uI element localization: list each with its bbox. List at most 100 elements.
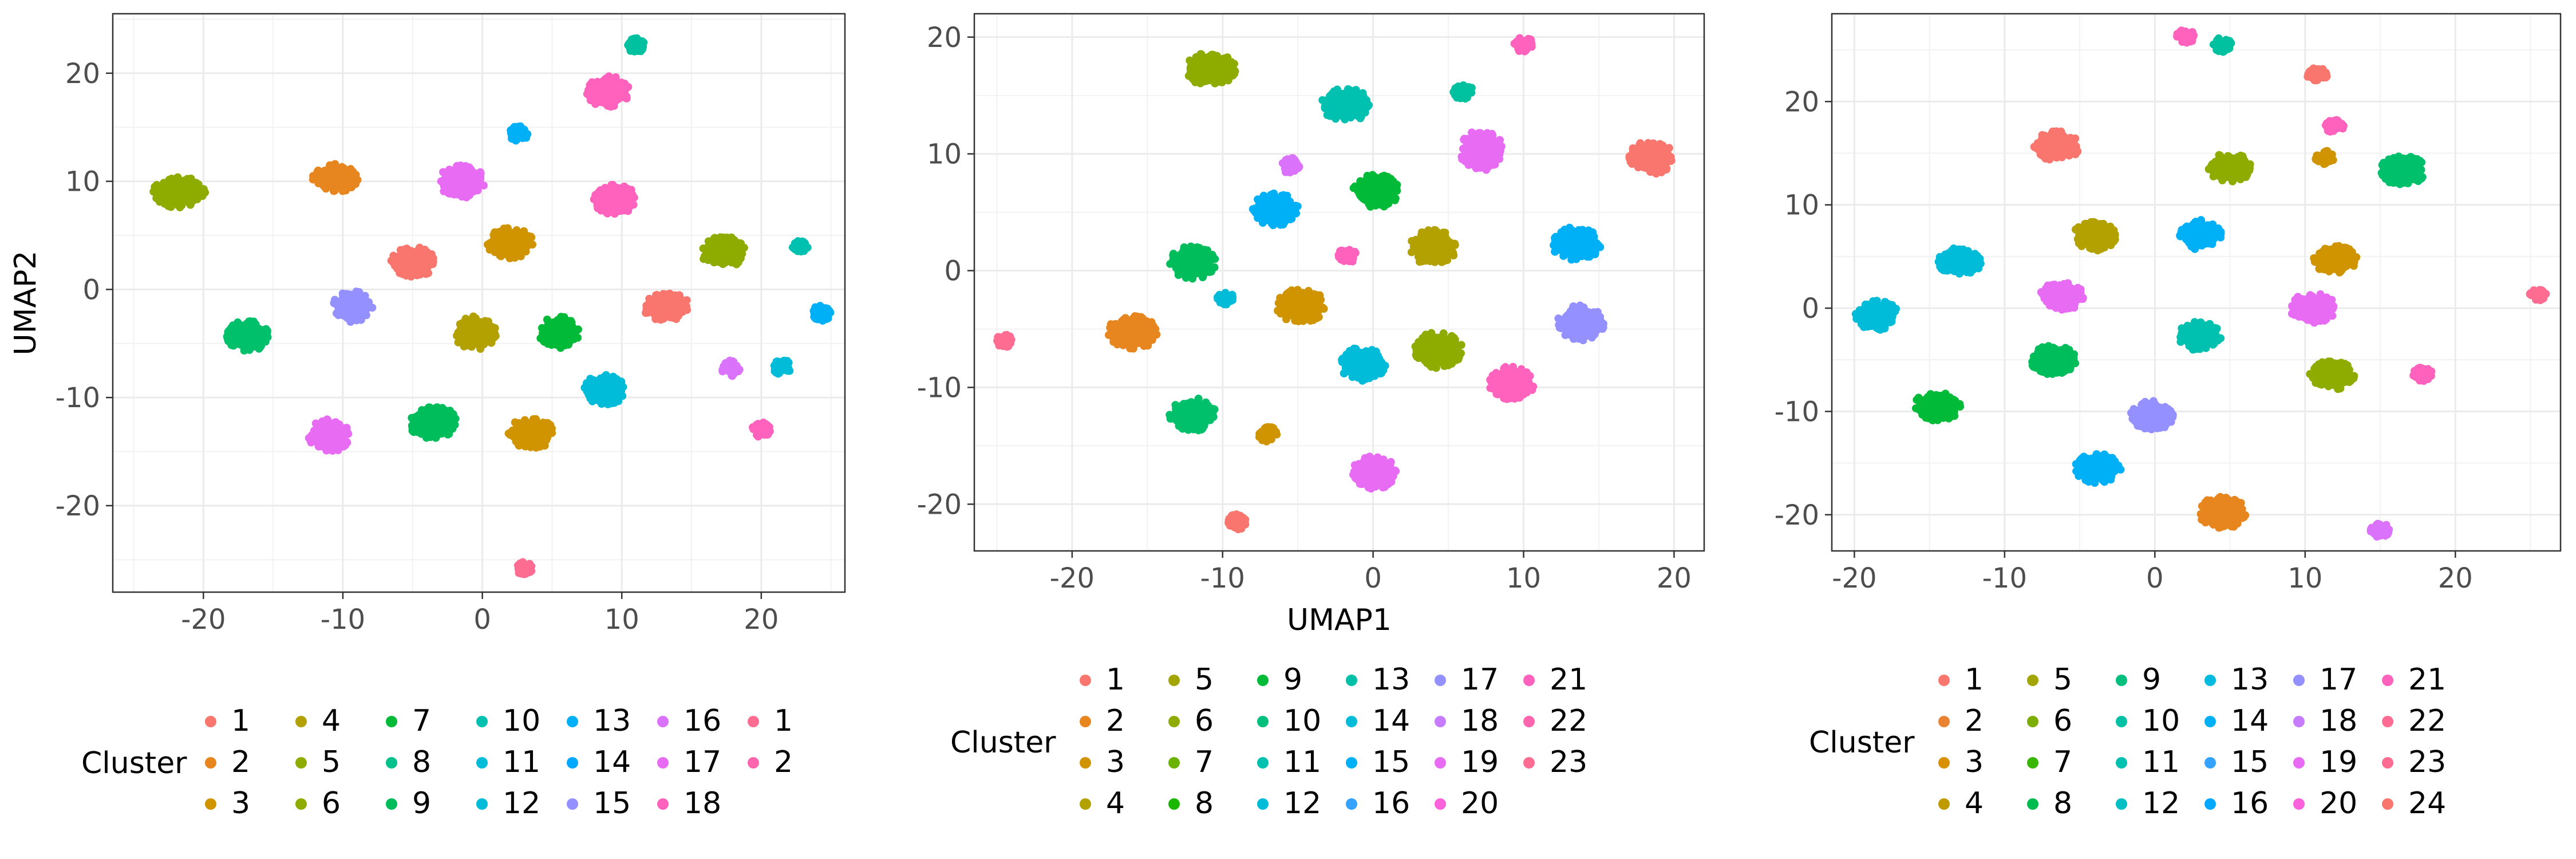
point	[342, 186, 350, 195]
legend-label: 10	[2142, 704, 2180, 738]
point	[1190, 244, 1198, 253]
legend-key	[1257, 675, 1269, 686]
y-tick-label: 0	[82, 274, 100, 306]
legend-item: 16	[2204, 786, 2269, 821]
y-tick-label: -10	[917, 372, 962, 404]
legend-label: 12	[2142, 786, 2180, 821]
point	[718, 367, 727, 376]
y-tick-label: 10	[65, 166, 100, 198]
point	[595, 195, 603, 204]
legend-key	[1168, 757, 1180, 769]
point	[2040, 287, 2049, 295]
point	[1569, 330, 1578, 339]
point	[625, 200, 633, 209]
cluster-3	[1274, 286, 1328, 325]
legend-label: 11	[503, 745, 540, 779]
legend-label: 20	[2320, 786, 2357, 821]
point	[2073, 226, 2082, 234]
point	[160, 199, 169, 208]
point	[1262, 437, 1271, 446]
legend-item: 3	[1938, 745, 1984, 779]
legend-label: 9	[412, 786, 431, 821]
point	[1551, 247, 1559, 256]
point	[603, 98, 612, 107]
point	[2412, 367, 2421, 376]
point	[2100, 451, 2108, 459]
cluster-4	[2071, 218, 2119, 255]
point	[2091, 479, 2099, 487]
point	[432, 403, 441, 412]
legend-key	[2204, 716, 2216, 727]
point	[199, 185, 208, 194]
point	[2306, 316, 2315, 324]
point	[699, 244, 708, 253]
legend-item: 5	[1168, 663, 1214, 697]
cluster-22	[2366, 519, 2393, 541]
legend-label: 2	[1965, 704, 1984, 738]
point	[565, 338, 574, 346]
point	[1439, 329, 1448, 338]
legend-key	[2204, 757, 2216, 769]
legend-key	[1435, 798, 1446, 810]
legend-item: 1	[1080, 663, 1125, 697]
legend-item: 18	[2293, 704, 2357, 738]
point	[1561, 316, 1570, 324]
legend-key	[567, 798, 578, 810]
cluster-16	[1457, 128, 1506, 174]
legend-key	[1080, 716, 1091, 727]
point	[1208, 251, 1217, 260]
point	[1512, 40, 1520, 49]
point	[1461, 93, 1470, 101]
legend-key	[748, 757, 759, 769]
point	[1318, 96, 1327, 104]
point	[1430, 226, 1439, 234]
y-tick-label: 10	[927, 139, 962, 171]
point	[1144, 341, 1152, 350]
point	[1207, 52, 1215, 60]
legend-label: 13	[1372, 663, 1410, 697]
y-tick-label: 0	[1801, 293, 1819, 325]
point	[1461, 149, 1470, 158]
point	[519, 440, 527, 449]
legend-item: 7	[1168, 745, 1214, 779]
point	[1511, 393, 1519, 401]
point	[2196, 319, 2204, 328]
legend-item: 19	[2293, 745, 2357, 779]
point	[1448, 332, 1456, 340]
legend-item: 4	[295, 704, 341, 738]
y-axis-label: UMAP2	[9, 251, 43, 356]
point	[1377, 175, 1385, 184]
cluster-23	[748, 418, 774, 441]
point	[571, 328, 580, 336]
point	[506, 431, 515, 439]
point	[2178, 226, 2186, 234]
legend-item: 12	[2116, 786, 2180, 821]
point	[1439, 228, 1448, 237]
point	[2231, 496, 2239, 505]
point	[417, 430, 426, 438]
x-tick-label: -10	[1982, 562, 2027, 594]
point	[1362, 96, 1371, 105]
point	[506, 253, 515, 262]
point	[638, 39, 647, 48]
legend-label: 11	[2142, 745, 2180, 779]
point	[1927, 391, 1935, 400]
legend-label: 18	[1461, 704, 1499, 738]
point	[1439, 257, 1448, 266]
cluster-20	[1224, 510, 1250, 534]
point	[1935, 253, 1944, 261]
point	[330, 419, 339, 427]
point	[2314, 362, 2322, 371]
point	[539, 419, 547, 427]
point	[1357, 372, 1365, 381]
point	[319, 419, 327, 427]
point	[1357, 112, 1365, 121]
legend-item: 22	[1523, 704, 1587, 738]
point	[1523, 388, 1531, 397]
point	[448, 416, 457, 425]
legend-label: 21	[1550, 663, 1587, 697]
point	[542, 432, 551, 440]
point	[1117, 318, 1126, 327]
legend-item: 15	[2204, 745, 2269, 779]
